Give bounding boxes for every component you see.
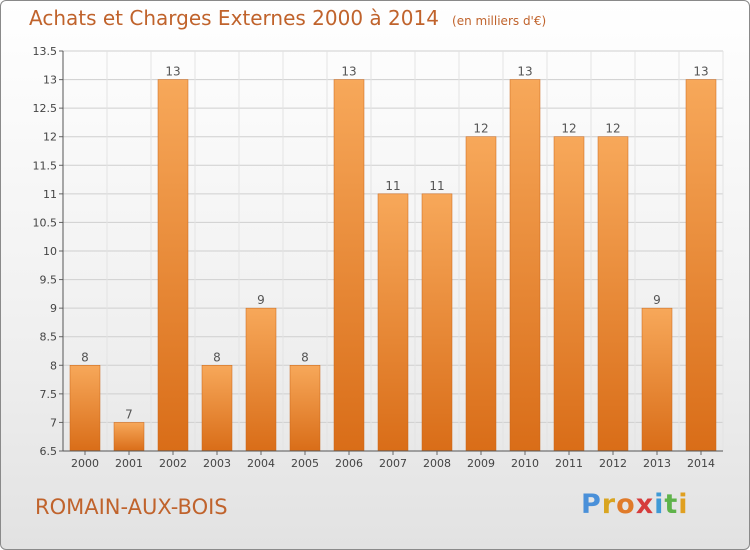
data-label: 13 bbox=[165, 65, 180, 79]
y-tick-label: 7.5 bbox=[40, 388, 58, 401]
data-label: 8 bbox=[81, 350, 89, 364]
y-tick-label: 7 bbox=[50, 416, 57, 429]
bar bbox=[113, 422, 145, 452]
bar bbox=[69, 365, 101, 452]
data-label: 13 bbox=[693, 65, 708, 79]
logo-letter: P bbox=[581, 489, 602, 520]
data-label: 11 bbox=[429, 179, 444, 193]
x-tick-label: 2011 bbox=[555, 457, 583, 470]
logo-letter: t bbox=[664, 489, 679, 520]
data-label: 8 bbox=[213, 350, 221, 364]
y-tick-label: 10 bbox=[43, 245, 57, 258]
y-tick-label: 11 bbox=[43, 188, 57, 201]
bar bbox=[421, 193, 453, 452]
data-label: 13 bbox=[517, 65, 532, 79]
x-tick-label: 2012 bbox=[599, 457, 627, 470]
x-tick-label: 2002 bbox=[159, 457, 187, 470]
data-label: 7 bbox=[125, 407, 133, 421]
logo-letter: o bbox=[616, 489, 636, 520]
y-tick-label: 8.5 bbox=[40, 331, 58, 344]
x-tick-label: 2013 bbox=[643, 457, 671, 470]
x-tick-label: 2014 bbox=[687, 457, 715, 470]
logo-letter: x bbox=[635, 489, 655, 520]
x-tick-label: 2010 bbox=[511, 457, 539, 470]
y-tick-label: 12 bbox=[43, 131, 57, 144]
bar bbox=[509, 79, 541, 452]
y-tick-label: 13 bbox=[43, 74, 57, 87]
bar bbox=[641, 307, 673, 452]
proxiti-logo[interactable]: Proxiti bbox=[581, 489, 689, 520]
logo-letter: i bbox=[678, 489, 689, 520]
x-tick-label: 2001 bbox=[115, 457, 143, 470]
data-label: 9 bbox=[257, 293, 265, 307]
title-row: Achats et Charges Externes 2000 à 2014 (… bbox=[29, 6, 546, 30]
bar bbox=[377, 193, 409, 452]
y-tick-label: 13.5 bbox=[33, 45, 58, 58]
bar bbox=[685, 79, 717, 452]
x-tick-label: 2007 bbox=[379, 457, 407, 470]
bars bbox=[69, 79, 717, 452]
bar bbox=[289, 365, 321, 452]
y-tick-label: 9.5 bbox=[40, 274, 58, 287]
x-tick-label: 2003 bbox=[203, 457, 231, 470]
bar bbox=[157, 79, 189, 452]
commune-name: ROMAIN-AUX-BOIS bbox=[35, 495, 228, 519]
y-tick-label: 9 bbox=[50, 302, 57, 315]
data-label: 13 bbox=[341, 65, 356, 79]
y-tick-label: 11.5 bbox=[33, 159, 58, 172]
bar bbox=[245, 307, 277, 452]
chart-title: Achats et Charges Externes 2000 à 2014 bbox=[29, 6, 439, 30]
x-tick-label: 2005 bbox=[291, 457, 319, 470]
logo-letter: i bbox=[654, 489, 665, 520]
data-label: 12 bbox=[561, 122, 576, 136]
data-label: 8 bbox=[301, 350, 309, 364]
y-tick-label: 12.5 bbox=[33, 102, 58, 115]
x-tick-label: 2009 bbox=[467, 457, 495, 470]
logo-letter: r bbox=[601, 489, 617, 520]
x-tick-label: 2008 bbox=[423, 457, 451, 470]
x-tick-label: 2004 bbox=[247, 457, 275, 470]
chart-unit-note: (en milliers d'€) bbox=[452, 14, 547, 28]
bar bbox=[597, 136, 629, 452]
axes bbox=[59, 50, 723, 455]
bar bbox=[333, 79, 365, 452]
data-label: 12 bbox=[605, 122, 620, 136]
data-label: 9 bbox=[653, 293, 661, 307]
y-tick-label: 6.5 bbox=[40, 445, 58, 458]
x-tick-label: 2006 bbox=[335, 457, 363, 470]
labels: 6.5 7 7.5 8 8.5 9 9.5 10 10.5 11 11.5 12 12.5 13 13.5 8… bbox=[33, 45, 716, 470]
y-tick-label: 8 bbox=[50, 359, 57, 372]
bar bbox=[465, 136, 497, 452]
data-label: 11 bbox=[385, 179, 400, 193]
data-label: 12 bbox=[473, 122, 488, 136]
y-tick-label: 10.5 bbox=[33, 216, 58, 229]
bar bbox=[201, 365, 233, 452]
x-tick-label: 2000 bbox=[71, 457, 99, 470]
bar bbox=[553, 136, 585, 452]
